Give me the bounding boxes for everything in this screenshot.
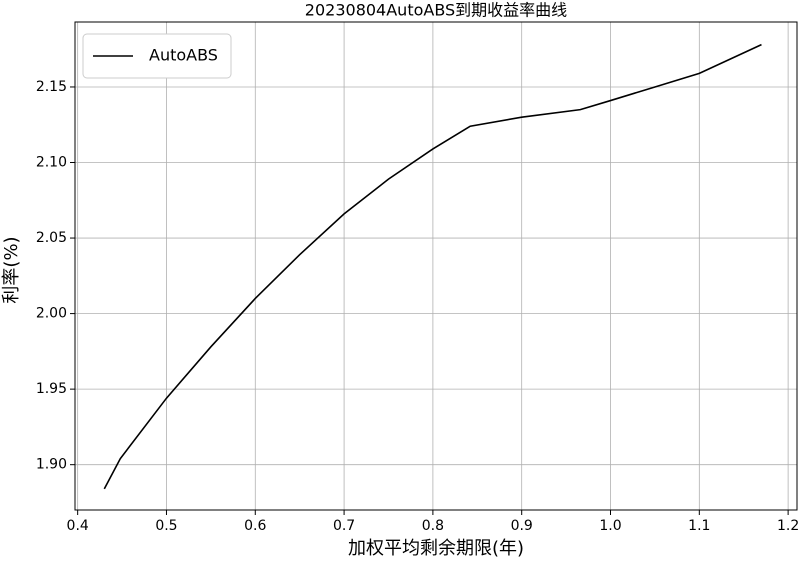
x-tick-label: 0.9: [511, 518, 533, 534]
y-tick-label: 2.10: [36, 155, 67, 171]
x-tick-label: 0.4: [67, 518, 89, 534]
x-tick-label: 1.0: [599, 518, 621, 534]
y-tick-label: 1.95: [36, 381, 67, 397]
y-tick-label: 2.05: [36, 230, 67, 246]
x-tick-label: 0.6: [244, 518, 266, 534]
y-axis-label: 利率(%): [1, 236, 22, 303]
series-line: [103, 43, 762, 490]
x-tick-label: 0.7: [333, 518, 355, 534]
x-axis-label: 加权平均剩余期限(年): [348, 538, 524, 559]
y-tick-label: 1.90: [36, 457, 67, 473]
legend-box: [82, 33, 232, 79]
x-tick-label: 1.2: [777, 518, 799, 534]
x-tick-label: 0.8: [422, 518, 444, 534]
x-tick-label: 0.5: [155, 518, 177, 534]
y-tick-label: 2.00: [36, 306, 67, 322]
y-tick-label: 2.15: [36, 79, 67, 95]
chart-title: 20230804AutoABS到期收益率曲线: [305, 1, 567, 20]
plot-frame: [74, 21, 798, 511]
x-tick-label: 1.1: [688, 518, 710, 534]
legend-label: AutoABS: [149, 46, 218, 65]
